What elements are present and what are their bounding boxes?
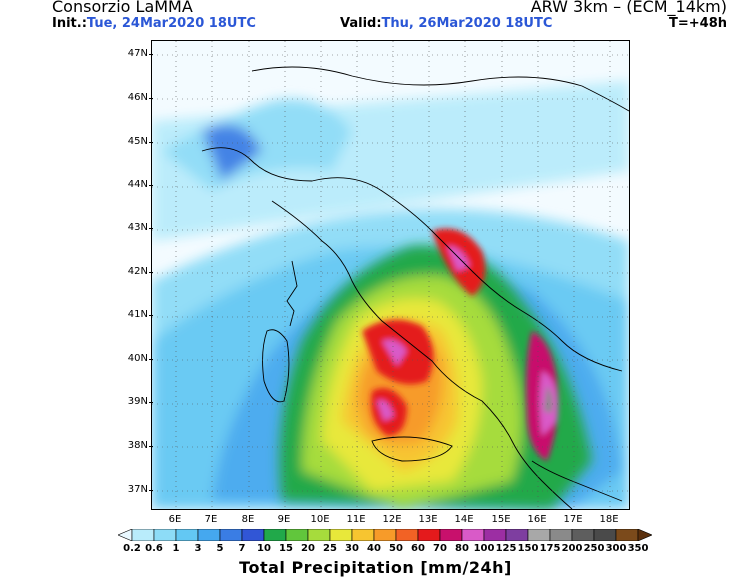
lon-label: 7E: [204, 514, 218, 525]
valid-value: Thu, 26Mar2020 18UTC: [381, 16, 553, 31]
colorbar-tick-label: 20: [301, 543, 315, 554]
lon-label: 12E: [382, 514, 402, 525]
colorbar-swatch: [263, 529, 287, 541]
colorbar-tick-label: 175: [539, 543, 561, 554]
lat-label: 41N: [122, 309, 153, 320]
colorbar-tick-label: 200: [561, 543, 583, 554]
colorbar-tick-label: 100: [473, 543, 495, 554]
colorbar-tick-label: 50: [389, 543, 403, 554]
lat-label: 46N: [122, 92, 153, 103]
colorbar-swatch: [285, 529, 309, 541]
lat-label: 44N: [122, 179, 153, 190]
colorbar-swatch: [153, 529, 177, 541]
colorbar-swatch: [593, 529, 617, 541]
colorbar-swatch: [417, 529, 441, 541]
colorbar-tick-label: 7: [238, 543, 246, 554]
colorbar-swatch: [439, 529, 463, 541]
lon-label: 6E: [168, 514, 182, 525]
colorbar-swatch: [175, 529, 199, 541]
lat-label: 37N: [122, 484, 153, 495]
model-title: ARW 3km – (ECM_14km): [530, 0, 727, 16]
colorbar-tick-label: 25: [323, 543, 337, 554]
colorbar-tick-label: 0.2: [123, 543, 141, 554]
lon-label: 13E: [418, 514, 438, 525]
colorbar-swatch: [351, 529, 375, 541]
colorbar-tick-label: 10: [257, 543, 271, 554]
colorbar-tick-label: 300: [605, 543, 627, 554]
colorbar-swatch: [373, 529, 397, 541]
lon-label: 15E: [491, 514, 511, 525]
colorbar-swatch: [527, 529, 551, 541]
colorbar-swatch: [549, 529, 573, 541]
colorbar-tick-label: 60: [411, 543, 425, 554]
lon-label: 16E: [527, 514, 547, 525]
organization-title: Consorzio LaMMA: [52, 0, 193, 16]
colorbar-tick-label: 125: [495, 543, 517, 554]
valid-time: Valid:Thu, 26Mar2020 18UTC: [340, 16, 552, 31]
colorbar-swatch: [483, 529, 507, 541]
colorbar-swatch: [241, 529, 265, 541]
colorbar-tick-label: 15: [279, 543, 293, 554]
init-time: Init.:Tue, 24Mar2020 18UTC: [52, 16, 256, 31]
init-label: Init.:: [52, 16, 87, 31]
colorbar-swatch: [131, 529, 155, 541]
lon-label: 17E: [563, 514, 583, 525]
colorbar-swatch: [571, 529, 595, 541]
colorbar-over-triangle: [637, 529, 652, 541]
colorbar-under-triangle: [118, 529, 133, 541]
colorbar-tick-label: 70: [433, 543, 447, 554]
colorbar-tick-label: 0.6: [145, 543, 163, 554]
colorbar-swatch: [329, 529, 353, 541]
lat-label: 42N: [122, 266, 153, 277]
colorbar-swatch: [219, 529, 243, 541]
colorbar-swatch: [615, 529, 639, 541]
lon-label: 8E: [241, 514, 255, 525]
colorbar-swatch: [197, 529, 221, 541]
colorbar-title: Total Precipitation [mm/24h]: [239, 558, 512, 577]
colorbar-tick-label: 40: [367, 543, 381, 554]
forecast-step: T=+48h: [669, 16, 727, 31]
init-value: Tue, 24Mar2020 18UTC: [86, 16, 256, 31]
colorbar-tick-label: 5: [216, 543, 224, 554]
lat-label: 38N: [122, 440, 153, 451]
lon-label: 18E: [599, 514, 619, 525]
colorbar-swatch: [307, 529, 331, 541]
precip-field: [152, 41, 629, 509]
colorbar-swatch: [461, 529, 485, 541]
lat-label: 39N: [122, 396, 153, 407]
colorbar-tick-label: 30: [345, 543, 359, 554]
colorbar-tick-label: 80: [455, 543, 469, 554]
lon-label: 10E: [310, 514, 330, 525]
colorbar-tick-label: 350: [627, 543, 649, 554]
colorbar-tick-label: 150: [517, 543, 539, 554]
colorbar-tick-label: 1: [172, 543, 180, 554]
lat-label: 43N: [122, 222, 153, 233]
colorbar-tick-label: 3: [194, 543, 202, 554]
lat-label: 40N: [122, 353, 153, 364]
colorbar-swatch: [395, 529, 419, 541]
colorbar-tick-label: 250: [583, 543, 605, 554]
lon-label: 14E: [454, 514, 474, 525]
lat-label: 47N: [122, 48, 153, 59]
valid-label: Valid:: [340, 16, 382, 31]
lon-label: 9E: [277, 514, 291, 525]
precipitation-map: [151, 40, 630, 510]
colorbar: [118, 529, 652, 541]
lon-label: 11E: [346, 514, 366, 525]
lat-label: 45N: [122, 136, 153, 147]
colorbar-swatch: [505, 529, 529, 541]
